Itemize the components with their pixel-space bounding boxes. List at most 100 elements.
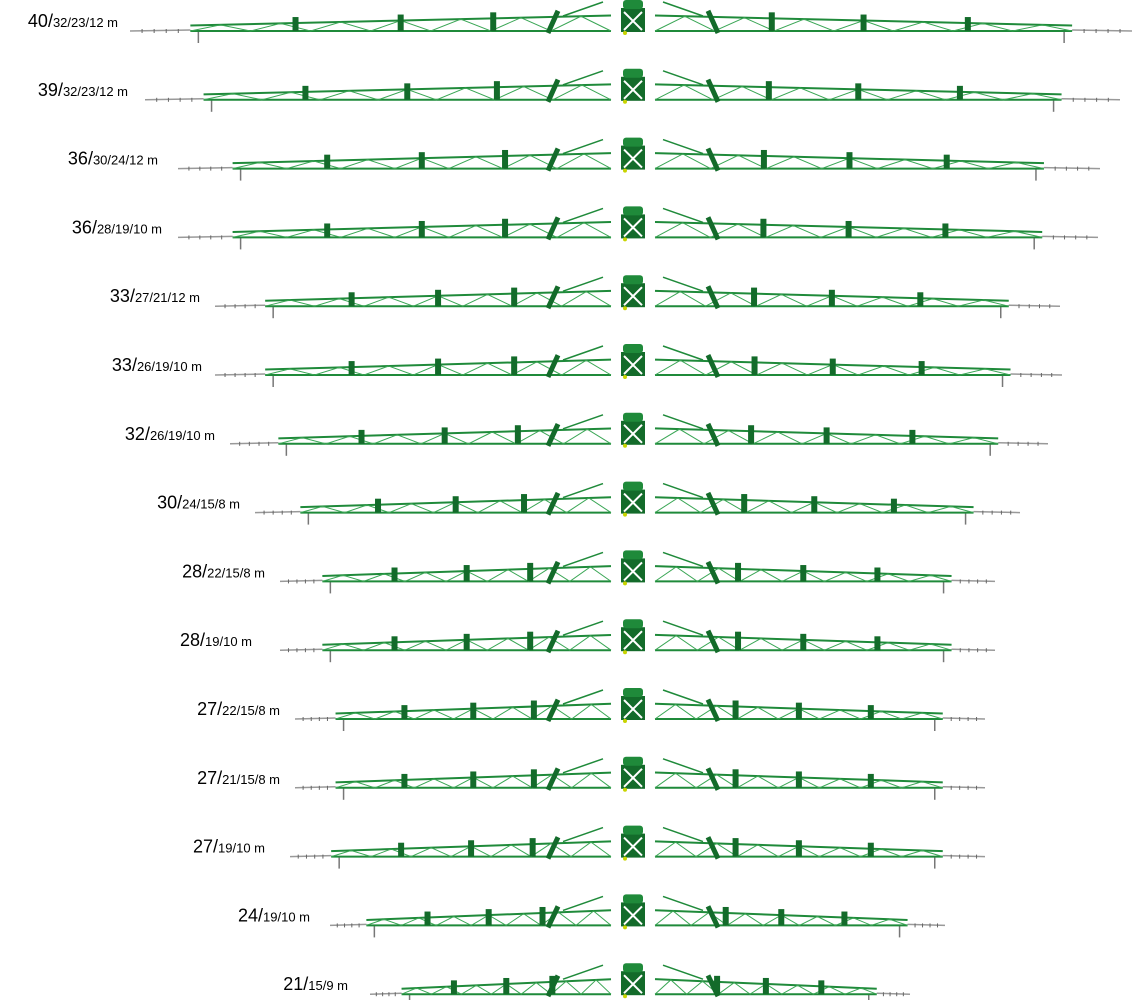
centre-top [623,963,643,972]
boom-tip [295,787,336,788]
width-label: 40/32/23/12 m [28,11,118,31]
main-width: 27/ [197,699,222,719]
boom [290,826,985,869]
section-widths: 15/9 m [308,978,348,993]
strut [708,562,718,584]
hinge [527,632,533,651]
main-width: 28/ [180,630,205,650]
boom-tip [130,30,190,31]
boom-tip [230,443,278,444]
boom-tip [1011,374,1062,375]
hinge [398,15,404,31]
hinge [733,838,739,857]
strut [708,355,718,377]
centre-marker [623,719,627,723]
boom [330,894,945,937]
boom [215,344,1062,387]
boom [280,550,995,593]
hinge [778,909,784,925]
hinge [502,150,508,169]
width-label: 28/19/10 m [180,630,252,650]
hinge [741,494,747,513]
centre-top [623,206,643,215]
width-label: 36/30/24/12 m [68,149,158,169]
boom-tip [1044,168,1100,169]
width-label: 33/27/21/12 m [110,286,200,306]
width-label: 30/24/15/8 m [157,493,240,513]
hinge [830,359,836,375]
width-label: 27/22/15/8 m [197,699,280,719]
lift-arm [563,208,603,222]
boom-tip [215,374,265,375]
hinge [511,356,517,375]
main-width: 28/ [182,561,207,581]
hinge [733,769,739,788]
hinge [868,843,874,857]
boom-tip [1009,305,1060,306]
hinge [748,425,754,444]
width-label: 33/26/19/10 m [112,355,202,375]
lift-arm [663,552,703,566]
section-widths: 22/15/8 m [207,565,265,580]
hinge [359,430,365,444]
main-width: 36/ [72,217,97,237]
lift-arm [663,484,703,498]
main-width: 27/ [197,768,222,788]
hinge [909,430,915,444]
centre-top [623,275,643,284]
hinge [494,81,500,100]
hinge [435,359,441,375]
strut [548,493,558,515]
hinge [302,86,308,100]
lift-arm [663,759,703,773]
lift-arm [563,965,603,979]
strut [548,768,558,789]
centre-marker [623,857,627,861]
hinge [404,83,410,99]
boom [280,619,995,662]
hinge [442,427,448,443]
lift-arm [563,484,603,498]
lift-arm [563,71,603,85]
hinge [855,83,861,99]
strut [548,286,558,308]
boom-tip [974,512,1020,513]
hinge [435,290,441,306]
hinge [965,17,971,31]
strut [548,424,558,446]
strut [548,700,558,721]
boom [295,688,985,731]
centre-top [623,894,643,903]
width-label: 32/26/19/10 m [125,424,215,444]
main-width: 33/ [112,355,137,375]
lift-arm [563,690,603,704]
centre-top [623,550,643,559]
boom [255,482,1020,525]
hinge [470,771,476,787]
hinge [829,290,835,306]
hinge [451,980,457,994]
hinge [349,292,355,306]
hinge [917,292,923,306]
lift-arm [563,2,603,16]
centre-marker [623,375,627,379]
boom-tip [255,512,300,513]
strut [708,631,718,653]
centre-top [623,688,643,697]
hinge [349,361,355,375]
section-widths: 32/23/12 m [63,84,128,99]
hinge [464,634,470,650]
boom-tip [1062,99,1120,100]
boom-tip [943,787,985,788]
section-widths: 28/19/10 m [97,221,162,236]
boom [145,69,1120,112]
strut [548,149,558,171]
boom-tip [877,993,910,994]
section-widths: 24/15/8 m [182,497,240,512]
main-width: 30/ [157,493,182,513]
hinge [530,838,536,856]
hinge [846,221,852,237]
centre-top [623,413,643,422]
centre-marker [623,650,627,654]
centre-top [623,69,643,78]
